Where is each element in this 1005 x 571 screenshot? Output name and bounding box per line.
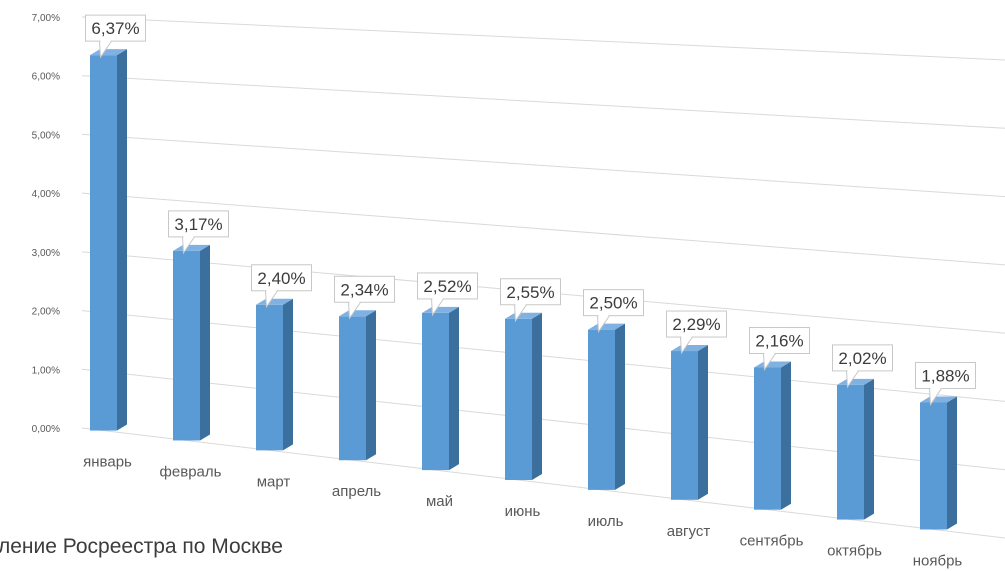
bar	[422, 312, 449, 471]
bar-side	[781, 361, 791, 510]
bar-top	[173, 244, 210, 251]
bar	[754, 367, 781, 510]
x-tick-label: январь	[83, 454, 132, 471]
y-tick-label: 0,00%	[32, 424, 60, 435]
data-label: 2,40%	[257, 269, 305, 288]
x-tick-label: сентябрь	[740, 533, 804, 550]
bar-top	[505, 312, 542, 319]
y-tick-label: 6,00%	[32, 72, 60, 83]
bar-top	[422, 306, 459, 313]
gridline	[81, 192, 1005, 266]
gridline	[81, 16, 1005, 61]
bar-side	[864, 378, 874, 520]
bar-top	[671, 345, 708, 352]
bar	[256, 304, 283, 451]
bar	[90, 55, 117, 431]
data-label-box	[500, 278, 561, 306]
x-tick-label: май	[426, 493, 453, 510]
bar-top	[90, 49, 127, 56]
gridline	[81, 427, 1005, 539]
bar-side	[615, 323, 625, 490]
data-label: 3,17%	[174, 215, 222, 234]
bar-top	[339, 310, 376, 317]
y-tick-label: 2,00%	[32, 307, 60, 318]
data-label-box	[749, 327, 810, 355]
y-tick-label: 7,00%	[32, 13, 60, 24]
data-label-box	[251, 264, 312, 292]
data-label-box	[334, 275, 395, 303]
bar	[920, 402, 947, 530]
x-tick-label: октябрь	[827, 543, 882, 560]
data-label: 2,34%	[340, 280, 388, 299]
bar-top	[920, 396, 957, 403]
gridline	[81, 75, 1005, 129]
chart-caption: ление Росреестра по Москве	[0, 535, 283, 558]
data-label-box	[168, 210, 229, 238]
bar-top	[754, 361, 791, 368]
data-label-box	[417, 272, 478, 300]
data-label-box	[666, 310, 727, 338]
x-tick-label: ноябрь	[913, 552, 963, 569]
bar-side	[449, 306, 459, 471]
data-labels: 6,37% 3,17% 2,40% 2,34% 2,52% 2,55% 2,50% 2,29%…	[85, 14, 976, 406]
data-label: 2,02%	[838, 349, 886, 368]
bar-side	[532, 312, 542, 481]
data-label: 2,16%	[755, 332, 803, 351]
y-tick-label: 1,00%	[32, 365, 60, 376]
data-label-box	[832, 344, 893, 372]
bar-top	[837, 378, 874, 385]
gridlines	[81, 16, 1005, 539]
bar	[588, 329, 615, 490]
x-tick-label: апрель	[332, 483, 381, 500]
bar-side	[117, 49, 127, 431]
bars	[90, 49, 957, 530]
y-tick-label: 3,00%	[32, 248, 60, 259]
bar-top	[588, 323, 625, 330]
bar	[339, 316, 366, 461]
bar	[837, 384, 864, 520]
gridline	[81, 133, 1005, 198]
x-tick-label: март	[257, 473, 291, 490]
bar	[505, 318, 532, 481]
bar-top	[256, 298, 293, 305]
data-label: 2,52%	[423, 277, 471, 296]
bar-side	[366, 310, 376, 461]
data-label-box	[583, 289, 644, 317]
bar	[671, 351, 698, 500]
x-tick-label: август	[667, 523, 711, 540]
data-label-box	[85, 14, 146, 42]
data-label: 2,50%	[589, 294, 637, 313]
x-axis-labels: январь февраль март апрель май июнь июль август…	[83, 454, 962, 570]
bar-side	[698, 345, 708, 500]
y-tick-label: 4,00%	[32, 189, 60, 200]
data-label: 2,29%	[672, 315, 720, 334]
y-axis-ticks: 0,00% 1,00% 2,00% 3,00% 4,00% 5,00% 6,00% 7,00%	[32, 13, 60, 435]
data-label-box	[915, 361, 976, 389]
y-tick-label: 5,00%	[32, 130, 60, 141]
data-label: 6,37%	[91, 19, 139, 38]
bar-side	[947, 396, 957, 530]
x-tick-label: июнь	[505, 503, 541, 520]
data-label: 2,55%	[506, 283, 554, 302]
x-tick-label: февраль	[160, 463, 222, 480]
bar-side	[283, 298, 293, 451]
bar	[173, 250, 200, 441]
data-label: 1,88%	[921, 366, 969, 385]
x-tick-label: июль	[588, 513, 624, 530]
bar-side	[200, 244, 210, 441]
